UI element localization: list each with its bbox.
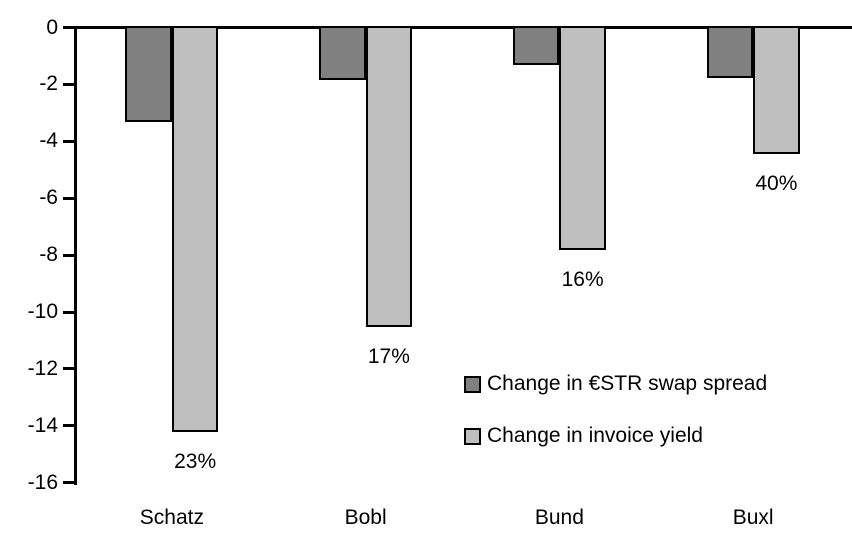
y-tick-mark xyxy=(63,196,75,200)
legend-label-2: Change in invoice yield xyxy=(487,424,703,447)
y-tick-label: -4 xyxy=(39,129,58,153)
x-category-label-bund: Bund xyxy=(534,506,584,529)
y-tick-mark xyxy=(63,139,75,143)
legend-item-2: Change in invoice yield xyxy=(464,424,767,448)
data-label-bobl: 17% xyxy=(367,345,410,369)
y-tick-mark xyxy=(63,367,75,371)
y-tick-label: -6 xyxy=(39,186,58,210)
y-axis-line xyxy=(74,26,77,485)
zero-baseline xyxy=(74,26,852,29)
legend-swatch-1 xyxy=(464,375,481,393)
data-label-bund: 16% xyxy=(561,268,604,292)
data-label-buxl: 40% xyxy=(755,171,798,195)
y-tick-mark xyxy=(63,481,75,485)
y-tick-mark xyxy=(63,424,75,428)
y-tick-label: 0 xyxy=(46,15,58,39)
y-tick-label: -14 xyxy=(27,413,58,437)
x-category-label-bobl: Bobl xyxy=(344,506,387,529)
bar-bobl-series2 xyxy=(365,26,413,328)
x-category-label-schatz: Schatz xyxy=(139,506,204,529)
x-category-label-buxl: Buxl xyxy=(732,506,774,529)
y-tick-label: -10 xyxy=(27,300,58,323)
y-tick-mark xyxy=(63,26,75,29)
bar-bobl-series1 xyxy=(319,26,366,80)
bar-schatz-series1 xyxy=(125,26,172,123)
bar-buxl-series1 xyxy=(706,26,754,79)
legend-item-1: Change in €STR swap spread xyxy=(464,372,767,396)
legend-swatch-2 xyxy=(464,427,481,445)
bar-buxl-series2 xyxy=(753,26,800,154)
legend: Change in €STR swap spread Change in invo… xyxy=(464,372,767,476)
y-tick-mark xyxy=(63,82,75,86)
y-tick-mark xyxy=(63,310,75,314)
data-label-schatz: 23% xyxy=(174,450,217,474)
legend-label-1: Change in €STR swap spread xyxy=(487,372,768,395)
y-tick-label: -2 xyxy=(39,72,58,96)
bar-bund-series2 xyxy=(559,26,606,251)
y-tick-mark xyxy=(63,253,75,257)
y-tick-label: -16 xyxy=(27,470,58,494)
bar-schatz-series2 xyxy=(171,26,219,433)
y-tick-label: -12 xyxy=(27,356,58,380)
y-tick-label: -8 xyxy=(39,243,58,267)
bar-bund-series1 xyxy=(512,26,560,66)
